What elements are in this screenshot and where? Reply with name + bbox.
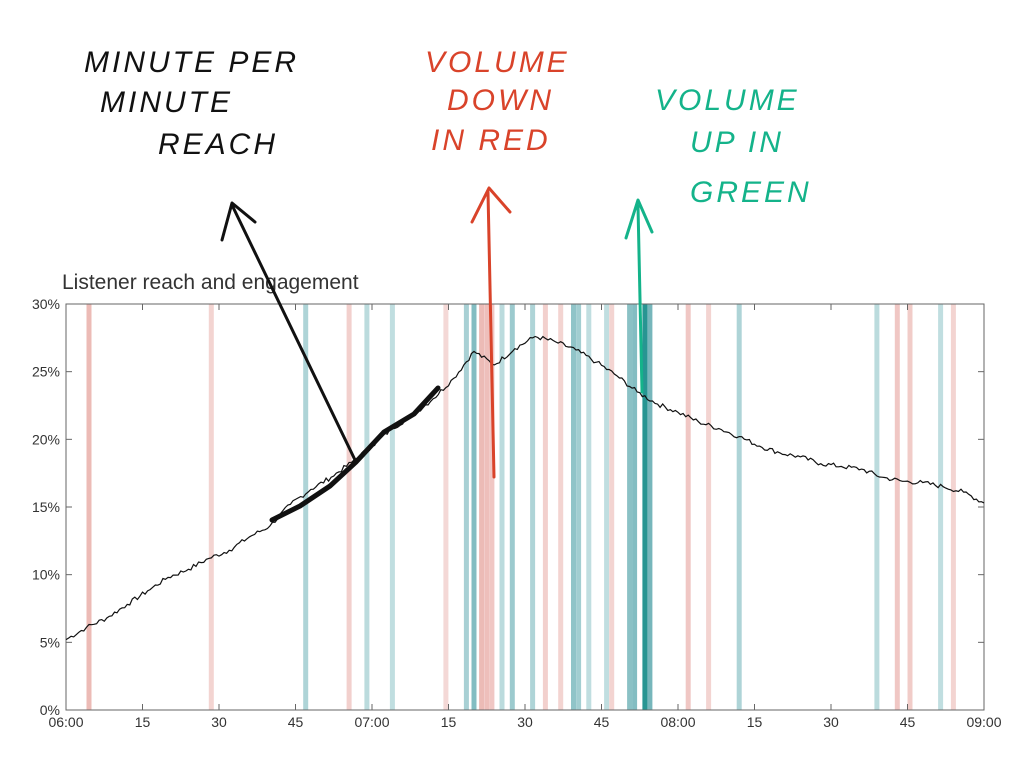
volume-up-band-10 [586,304,592,710]
chart-title: Listener reach and engagement [62,271,359,294]
volume-up-band-15 [736,304,742,710]
volume-down-band-0 [86,304,92,710]
volume-up-band-14 [647,304,653,710]
annotation-up-line-1: VOLUME [655,84,800,117]
volume-down-band-5 [484,304,490,710]
y-tick-label-5: 25% [32,364,60,380]
x-tick-label-4: 07:00 [354,714,389,730]
volume-up-band-3 [463,304,469,710]
y-tick-label-1: 5% [40,634,60,650]
annotation-down-line-2: DOWN [447,84,554,117]
y-tick-label-3: 15% [32,499,60,515]
reach-line-series [65,335,985,641]
axis-ticks-layer: 0% 5% 10% 15% 20% 25% 30% 06:00 15 30 45 07:00 15 30 4… [32,296,1002,730]
x-tick-label-0: 06:00 [48,714,83,730]
annotation-up-line-2: UP IN [690,126,784,159]
volume-up-band-1 [364,304,370,710]
volume-down-band-12 [894,304,900,710]
annotation-down-line-3: IN RED [431,124,551,157]
volume-down-band-2 [346,304,352,710]
volume-down-band-13 [907,304,913,710]
volume-up-band-7 [530,304,536,710]
x-tick-label-12: 09:00 [966,714,1001,730]
annotation-reach: MINUTE PER MINUTE REACH [84,46,441,523]
x-tick-label-9: 15 [747,714,763,730]
volume-up-band-8 [571,304,576,710]
x-tick-label-2: 30 [211,714,227,730]
volume-down-band-11 [706,304,712,710]
annotation-up: VOLUME UP IN GREEN [624,84,812,394]
annotation-down: VOLUME DOWN IN RED [425,46,570,479]
annotation-reach-line-3: REACH [158,128,278,161]
y-tick-label-2: 10% [32,567,60,583]
volume-down-band-8 [558,304,564,710]
x-tick-label-5: 15 [441,714,457,730]
volume-up-band-0 [303,304,309,710]
volume-up-band-13 [632,304,638,710]
volume-down-band-7 [542,304,548,710]
volume-up-band-9 [576,304,582,710]
x-tick-label-7: 45 [594,714,610,730]
annotation-reach-line-1: MINUTE PER [84,46,299,79]
x-tick-label-10: 30 [823,714,839,730]
plot-frame [65,303,985,711]
volume-up-band-17 [938,304,944,710]
volume-up-band-4 [471,304,477,710]
x-tick-label-8: 08:00 [660,714,695,730]
volume-up-strong-band-0 [642,304,648,710]
x-tick-label-11: 45 [900,714,916,730]
annotation-up-line-3: GREEN [690,176,812,209]
y-tick-label-0: 0% [40,702,60,718]
annotation-down-line-1: VOLUME [425,46,570,79]
x-tick-label-6: 30 [517,714,533,730]
volume-down-band-14 [950,304,956,710]
volume-down-band-9 [609,304,615,710]
annotation-reach-arrow [220,201,358,464]
volume-up-band-12 [627,304,633,710]
y-tick-label-6: 30% [32,296,60,312]
annotation-reach-line-2: MINUTE [100,86,233,119]
annotation-down-arrow [470,186,512,479]
annotation-reach-highlight [269,385,441,523]
volume-up-band-2 [389,304,395,710]
volume-bands-layer [86,304,956,710]
volume-down-band-1 [208,304,214,710]
volume-down-band-3 [443,304,449,710]
volume-down-band-6 [489,304,495,710]
volume-up-band-11 [604,304,610,710]
annotation-up-arrow [624,198,654,394]
volume-down-band-10 [685,304,691,710]
volume-up-band-5 [499,304,505,710]
volume-up-band-6 [509,304,515,710]
volume-up-band-16 [874,304,880,710]
x-tick-label-3: 45 [288,714,304,730]
volume-down-band-4 [479,304,485,710]
x-tick-label-1: 15 [135,714,151,730]
y-tick-label-4: 20% [32,431,60,447]
